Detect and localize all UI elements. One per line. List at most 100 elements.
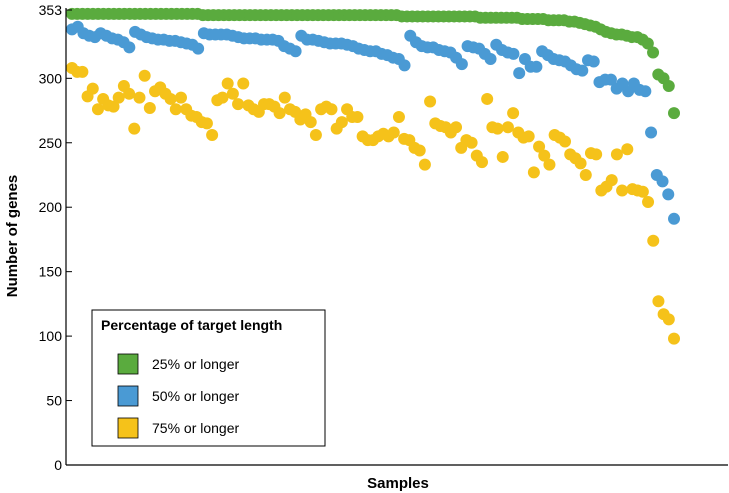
data-point [206,129,219,142]
y-axis-title: Number of genes [4,175,21,298]
data-point [668,212,680,225]
data-point [610,148,623,161]
data-point [656,175,669,188]
data-point [579,168,592,181]
data-point [645,126,658,139]
y-tick-label: 353 [39,2,63,18]
legend-swatch [117,353,139,375]
data-point [538,149,551,162]
data-point [455,58,468,71]
data-point [398,59,411,72]
data-point [533,140,546,153]
data-point [164,92,177,105]
legend-label: 25% or longer [152,356,240,372]
data-point [475,156,488,169]
data-point [192,42,205,55]
data-point [387,126,400,139]
data-point [574,157,587,170]
data-point [413,144,426,157]
data-point [91,103,104,116]
data-point [636,185,649,198]
data-point [351,110,364,123]
data-point [496,150,509,163]
data-point [325,103,338,116]
y-tick-label: 200 [39,199,63,215]
data-point [590,148,603,161]
data-point [647,46,660,59]
data-point [662,313,675,326]
data-point [232,98,245,111]
y-tick-label: 300 [39,70,63,86]
legend-swatch [117,417,139,439]
legend-title: Percentage of target length [101,317,282,333]
data-point [507,47,520,60]
data-point [392,110,405,123]
y-tick-label: 250 [39,135,63,151]
data-point [652,295,665,308]
data-point [107,100,120,113]
legend-label: 75% or longer [152,420,240,436]
y-tick-label: 0 [54,457,62,473]
data-point [309,129,322,142]
data-point [278,91,291,104]
data-point [335,116,348,129]
data-point [604,73,617,86]
data-point [143,101,156,114]
data-point [304,116,317,129]
data-point [465,136,478,149]
legend-label: 50% or longer [152,388,240,404]
legend-swatch [117,385,139,407]
data-point [668,332,680,345]
data-point [174,91,187,104]
data-point [543,158,556,171]
data-point [418,158,431,171]
data-point [662,188,675,201]
data-point [522,130,535,143]
data-point [501,121,514,134]
data-point [647,234,660,247]
data-point [484,52,497,65]
legend: Percentage of target length 25% or longe… [91,309,326,447]
data-point [128,122,141,135]
data-point [576,64,589,77]
data-point [169,103,182,116]
data-point [481,92,494,105]
data-point [513,67,526,80]
data-point [424,95,437,108]
data-point [527,166,540,179]
data-point [112,91,125,104]
data-point [123,87,136,100]
legend-items: 25% or longer 50% or longer 75% or longer [117,353,240,439]
data-point [621,143,634,156]
data-point [587,55,600,68]
data-point [226,87,239,100]
data-point [138,69,151,82]
data-point [86,82,99,95]
data-point [605,174,618,187]
data-point [200,117,213,130]
y-tick-label: 150 [39,264,63,280]
data-point [616,184,629,197]
data-point [668,107,680,120]
data-point [639,85,652,98]
data-point [289,45,302,58]
data-point [450,121,463,134]
y-tick-label: 100 [39,328,63,344]
data-point [76,65,89,78]
y-tick-label: 50 [46,393,62,409]
data-point [216,91,229,104]
data-point [491,122,504,135]
y-ticks: 0 50 100 150 200 250 300 353 [39,2,72,473]
data-point [507,107,520,120]
data-point [641,37,654,50]
data-point [221,77,234,90]
data-point [123,41,136,54]
x-axis-title: Samples [367,475,429,492]
data-point [662,80,675,93]
data-point [559,135,572,148]
data-point [642,196,655,209]
data-points [66,7,680,345]
data-point [133,91,146,104]
data-point [273,107,286,120]
